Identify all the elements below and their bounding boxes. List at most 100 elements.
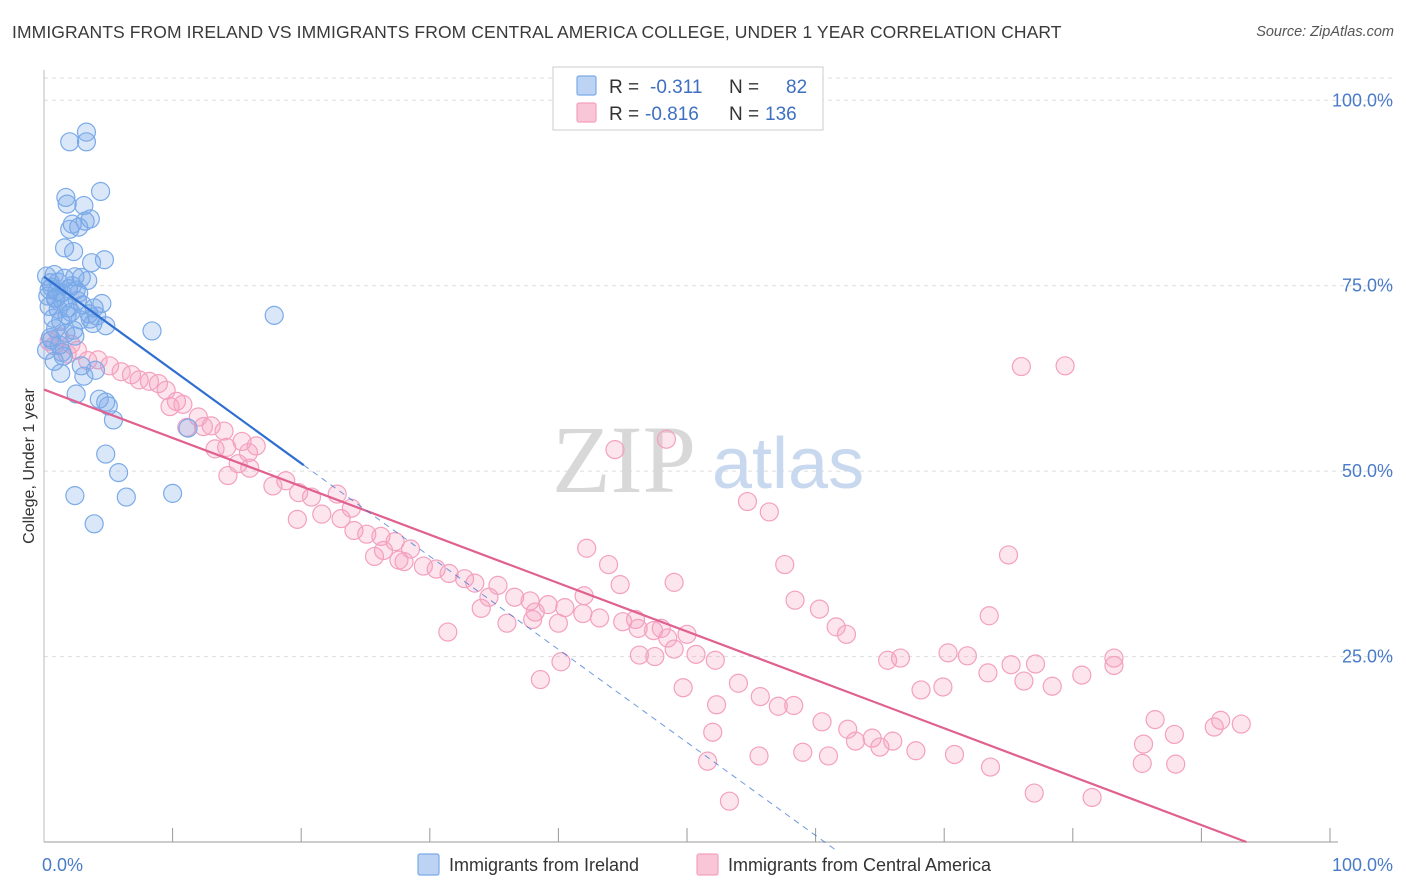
central-america-point-117 [809,599,830,619]
watermark-atlas: atlas [712,424,864,504]
trend-line-ireland [43,275,305,467]
watermark-zip: ZIP [552,406,696,513]
x-tick-labels: 0.0% 100.0% [42,855,1393,875]
ireland-point-65 [96,444,116,464]
central-america-point-123 [1011,356,1031,377]
central-america-point-141 [1133,734,1154,754]
watermark: ZIP atlas [552,406,864,513]
stats-legend-swatch-central-america [576,102,597,123]
central-america-point-142 [1166,754,1186,774]
central-america-point-140 [1082,787,1102,808]
central-america-point-127 [605,440,625,460]
central-america-point-21 [193,417,214,437]
central-america-point-37 [312,504,332,524]
central-america-point-110 [1132,753,1152,773]
central-america-point-61 [573,603,593,624]
central-america-point-30 [218,465,238,486]
ireland-point-2 [76,132,97,152]
ireland-point-50 [264,305,284,325]
ireland-point-34 [92,293,112,314]
central-america-point-83 [737,491,758,512]
trend-lines [43,275,1247,850]
central-america-point-69 [705,650,725,670]
central-america-point-104 [1001,655,1021,675]
central-america-point-118 [826,617,846,637]
central-america-point-76 [610,575,630,595]
trend-line-central-america [43,388,1247,844]
ireland-point-64 [178,418,198,438]
central-america-point-96 [838,719,858,739]
axes [43,70,1338,843]
central-america-point-105 [1014,671,1034,691]
central-america-point-68 [686,644,706,664]
central-america-point-115 [775,554,795,575]
central-america-point-66 [658,628,678,648]
central-america-point-125 [979,606,999,626]
central-america-point-50 [439,563,459,584]
central-america-point-29 [240,458,260,478]
bottom-legend-swatch-ireland [417,853,440,876]
central-america-point-56 [505,587,525,607]
ireland-point-59 [66,384,86,404]
central-america-point-138 [980,757,1001,777]
central-america-point-57 [520,591,540,611]
ireland-point-1 [60,132,80,152]
central-america-point-107 [1042,676,1062,696]
central-america-point-85 [530,669,550,690]
ireland-point-80 [63,320,84,340]
central-america-point-3 [67,340,88,360]
ireland-point-75 [48,272,68,292]
central-america-point-42 [371,526,391,547]
ireland-point-73 [62,276,82,296]
central-america-point-132 [793,742,813,762]
bottom-legend-swatch-central-america [696,853,719,876]
ireland-point-70 [84,514,104,534]
central-america-point-74 [548,613,569,633]
ireland-point-52 [36,340,57,360]
ireland-point-56 [85,360,106,380]
central-america-point-39 [287,509,307,529]
central-america-point-90 [706,695,727,715]
legend-n-label-ireland: N = [729,77,759,98]
central-america-point-67 [664,639,684,659]
ireland-point-0 [76,122,97,142]
central-america-point-51 [394,552,414,572]
central-america-point-92 [750,687,770,707]
ireland-point-47 [65,326,85,346]
bottom-legend-label-ireland: Immigrants from Ireland [449,855,639,875]
central-america-point-128 [664,572,684,592]
x-tick-label-1: 100.0% [1332,855,1393,875]
ireland-point-4 [90,181,111,202]
central-america-point-53 [465,573,485,593]
ireland-point-81 [52,342,72,363]
central-america-point-137 [944,744,965,765]
central-america-point-13 [148,374,169,394]
central-america-point-134 [845,731,866,751]
central-america-point-100 [933,677,953,697]
central-america-point-38 [331,508,351,529]
y-tick-label-0: 100.0% [1332,90,1393,110]
central-america-point-41 [357,524,377,544]
central-america-point-144 [703,722,723,742]
central-america-point-139 [1024,783,1044,803]
central-america-point-99 [911,680,931,700]
central-america-point-20 [214,421,234,441]
legend-n-value-ireland: 82 [786,77,807,98]
legend-r-label-central-america: R = [609,104,639,125]
source-credit: Source: ZipAtlas.com [1256,24,1394,40]
central-america-point-59 [525,602,545,622]
ireland-point-69 [163,483,183,503]
central-america-point-19 [201,416,221,436]
central-america-point-73 [523,609,543,630]
ireland-point-5 [57,194,77,214]
central-america-point-135 [870,737,890,757]
legend-n-value-central-america: 136 [765,104,797,125]
central-america-point-62 [589,608,610,628]
central-america-point-102 [957,646,977,666]
central-america-point-124 [1055,356,1075,376]
y-tick-label-2: 50.0% [1342,461,1393,481]
central-america-point-81 [598,554,619,575]
x-ticks [172,828,1331,842]
y-tick-label-1: 75.0% [1342,276,1393,296]
central-america-point-122 [998,545,1019,565]
